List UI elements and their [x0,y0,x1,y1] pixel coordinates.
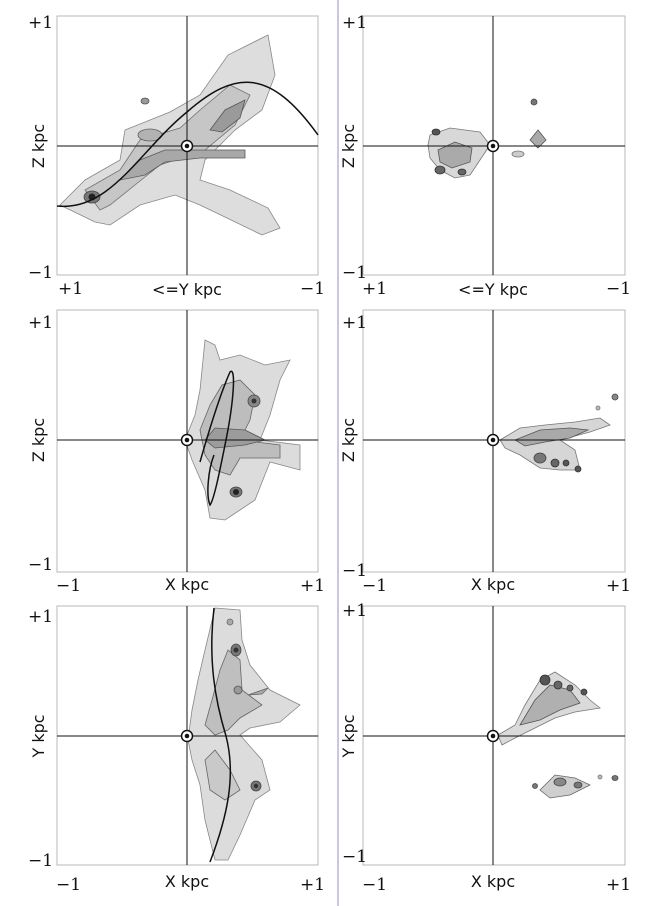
x-axis-label: <=Y kpc [152,280,222,299]
orbit-curve [209,607,232,863]
x-tick-left: +1 [58,279,83,299]
panel-bottom-left: +1 −1 Y kpc −1 +1 X kpc [28,605,325,895]
panel-frame [362,309,626,573]
contour-region [499,393,619,473]
x-tick-left: −1 [56,875,81,895]
x-tick-right: −1 [606,279,631,299]
x-tick-left: −1 [362,875,387,895]
orbit-curve [199,370,235,507]
x-axis-label: X kpc [165,575,209,594]
y-axis-label: Z kpc [29,124,48,168]
contour-region [187,607,301,861]
y-tick-top: +1 [28,607,53,627]
panel-bottom-right: +1 −1 Y kpc −1 +1 X kpc [339,601,631,895]
y-axis-label: Z kpc [339,418,358,462]
panel-top-right: +1 −1 Z kpc +1 −1 <=Y kpc [339,13,631,299]
x-tick-right: +1 [606,875,631,895]
x-tick-right: +1 [300,875,325,895]
x-axis-label: X kpc [471,872,515,891]
x-tick-right: +1 [300,576,325,596]
y-tick-top: +1 [28,313,53,333]
contour-region [184,339,301,521]
x-tick-left: +1 [362,279,387,299]
orbit-curve [56,81,319,208]
contour-region [427,98,547,179]
x-axis-label: <=Y kpc [458,280,528,299]
panel-middle-left: +1 −1 Z kpc −1 +1 X kpc [28,309,325,596]
y-tick-bottom: −1 [342,263,367,283]
x-tick-left: −1 [362,576,387,596]
y-axis-label: Z kpc [29,418,48,462]
y-axis-label: Y kpc [29,714,48,758]
y-tick-bottom: −1 [28,555,53,575]
y-tick-top: +1 [28,13,53,33]
x-tick-right: +1 [606,576,631,596]
y-tick-top: +1 [342,601,367,621]
contour-region [497,671,619,799]
y-axis-label: Y kpc [339,714,358,758]
x-tick-right: −1 [300,279,325,299]
x-axis-label: X kpc [165,872,209,891]
y-tick-bottom: −1 [28,263,53,283]
y-tick-bottom: −1 [28,851,53,871]
y-axis-label: Z kpc [339,124,358,168]
panel-middle-right: +1 −1 Z kpc −1 +1 X kpc [339,309,631,596]
x-tick-left: −1 [56,576,81,596]
y-tick-top: +1 [342,313,367,333]
contour-region [59,34,281,236]
y-tick-top: +1 [342,13,367,33]
y-tick-bottom: −1 [342,847,367,867]
y-tick-bottom: −1 [342,561,367,581]
x-axis-label: X kpc [471,575,515,594]
panel-top-left: +1 −1 Z kpc +1 −1 <=Y kpc [28,13,325,299]
